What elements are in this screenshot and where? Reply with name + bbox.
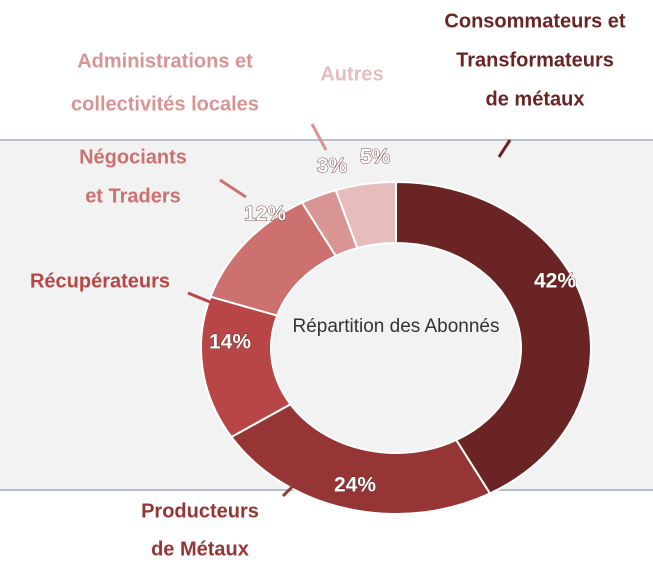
category-label: de métaux xyxy=(486,88,585,110)
category-label: de Métaux xyxy=(151,538,249,560)
leader-line xyxy=(310,123,328,151)
slice xyxy=(334,180,397,250)
slices xyxy=(200,180,592,515)
leader-line xyxy=(187,291,211,304)
leader-line xyxy=(497,139,512,158)
category-label: Négociants xyxy=(79,146,187,168)
value-label: 12% xyxy=(244,203,286,226)
category-label: Consommateurs et xyxy=(444,10,625,32)
center-label: Répartition des Abonnés xyxy=(292,316,499,337)
slice xyxy=(395,180,592,495)
value-label: 14% xyxy=(209,331,251,354)
category-label: Producteurs xyxy=(141,500,259,522)
category-label: Administrations et xyxy=(77,50,253,72)
category-label: collectivités locales xyxy=(71,93,259,115)
leader-line xyxy=(219,178,247,199)
leader-line xyxy=(281,479,300,498)
value-label: 5% xyxy=(360,146,391,169)
value-label: 3% xyxy=(317,155,348,178)
value-label: 42% xyxy=(534,270,576,293)
category-label: Récupérateurs xyxy=(30,270,170,292)
value-label: 24% xyxy=(334,474,376,497)
category-label: Transformateurs xyxy=(456,49,614,71)
category-label: Autres xyxy=(320,63,383,85)
slice xyxy=(229,402,492,515)
category-label: et Traders xyxy=(85,185,181,207)
